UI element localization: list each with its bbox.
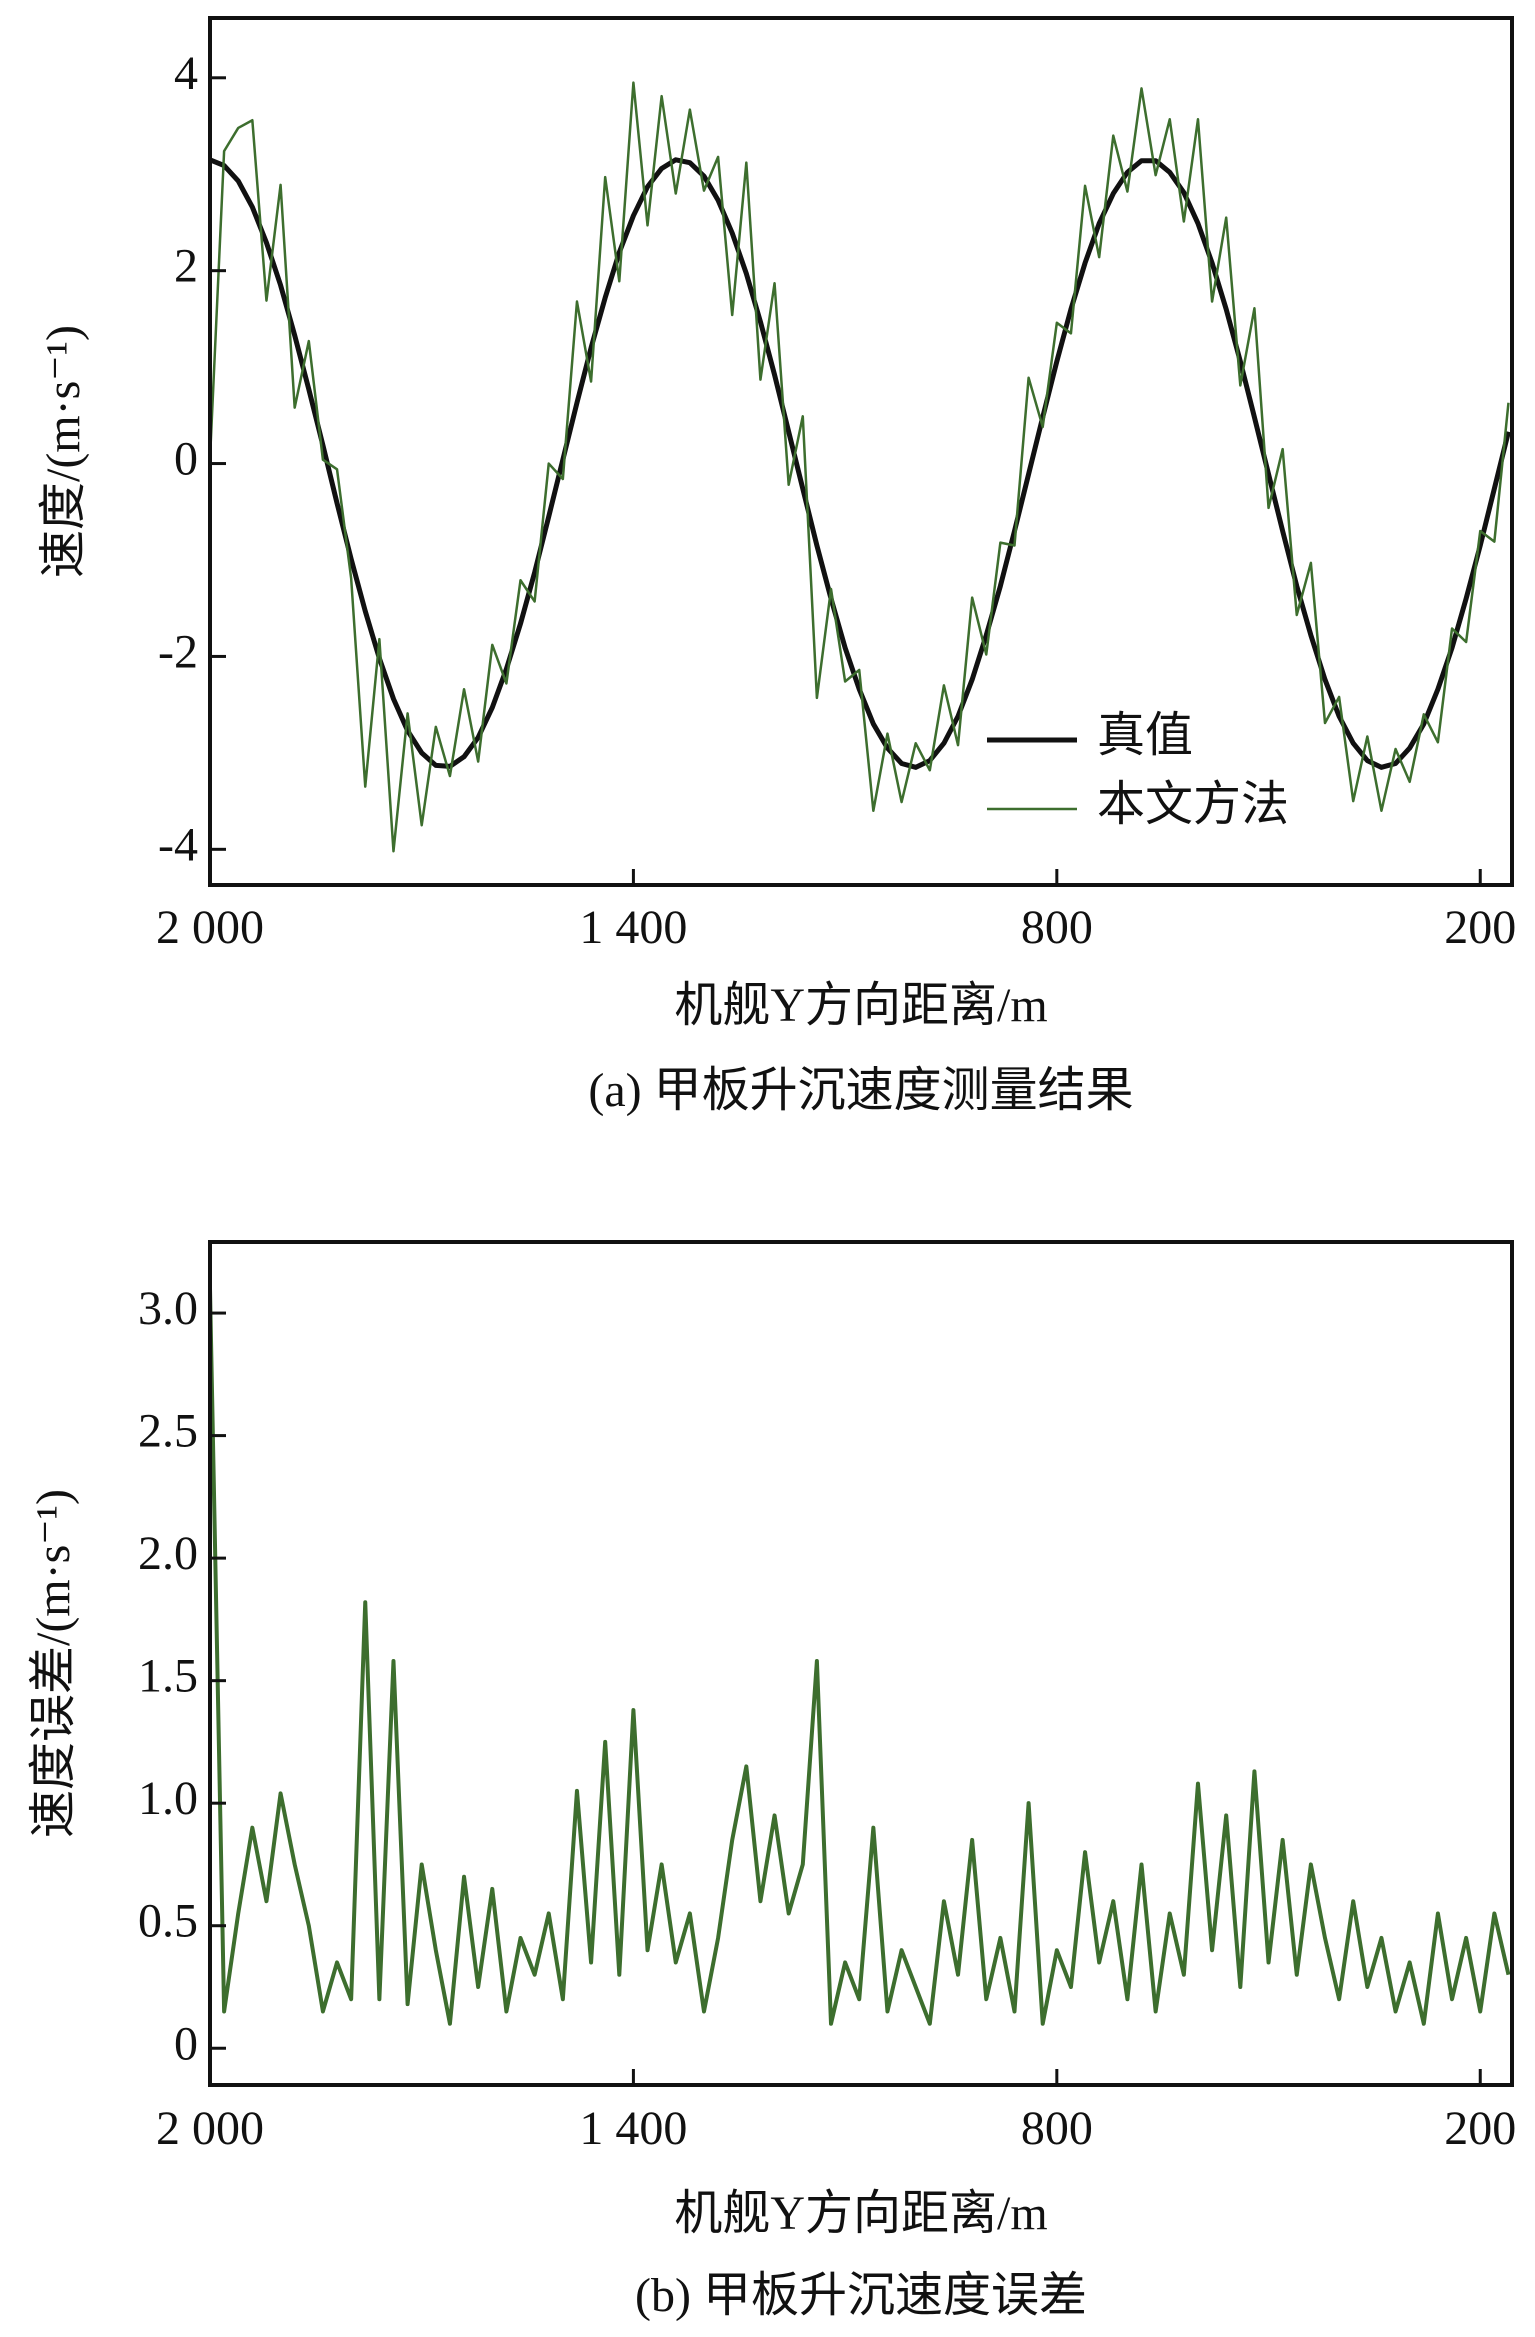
x-tick-label: 200 — [1444, 901, 1516, 954]
y-axis-label: 速度/(m·s⁻¹) — [37, 325, 90, 578]
caption: (b) 甲板升沉速度误差 — [635, 2269, 1087, 2322]
x-tick-label: 2 000 — [156, 901, 264, 954]
caption: (a) 甲板升沉速度测量结果 — [588, 1064, 1133, 1117]
x-axis-label: 机舰Y方向距离/m — [674, 2187, 1047, 2240]
y-tick-label: 0.5 — [138, 1895, 198, 1948]
x-tick-label: 2 000 — [156, 2102, 264, 2155]
data-line — [208, 1288, 1511, 2026]
y-tick-label: -2 — [158, 625, 198, 678]
x-tick-label: 800 — [1021, 901, 1093, 954]
x-tick-label: 1 400 — [579, 901, 687, 954]
y-tick-label: 2 — [174, 240, 198, 293]
y-tick-label: 1.5 — [138, 1650, 198, 1703]
y-tick-label: 0 — [174, 433, 198, 486]
data-line — [208, 81, 1510, 853]
plot-frame — [208, 1240, 1514, 2087]
y-tick-label: 0 — [174, 2017, 198, 2070]
x-tick-label: 1 400 — [579, 2102, 687, 2155]
y-tick-label: -4 — [158, 818, 198, 871]
y-tick-label: 2.5 — [138, 1405, 198, 1458]
y-tick-label: 3.0 — [138, 1282, 198, 1335]
x-tick-label: 800 — [1021, 2102, 1093, 2155]
y-tick-label: 1.0 — [138, 1772, 198, 1825]
legend-label: 本文方法 — [1097, 778, 1289, 831]
legend-label: 真值 — [1097, 709, 1193, 762]
x-tick-label: 200 — [1444, 2102, 1516, 2155]
y-tick-label: 4 — [174, 47, 198, 100]
plot-frame — [208, 16, 1514, 887]
y-tick-label: 2.0 — [138, 1527, 198, 1580]
y-axis-label: 速度误差/(m·s⁻¹) — [27, 1489, 80, 1838]
x-axis-label: 机舰Y方向距离/m — [674, 979, 1047, 1032]
